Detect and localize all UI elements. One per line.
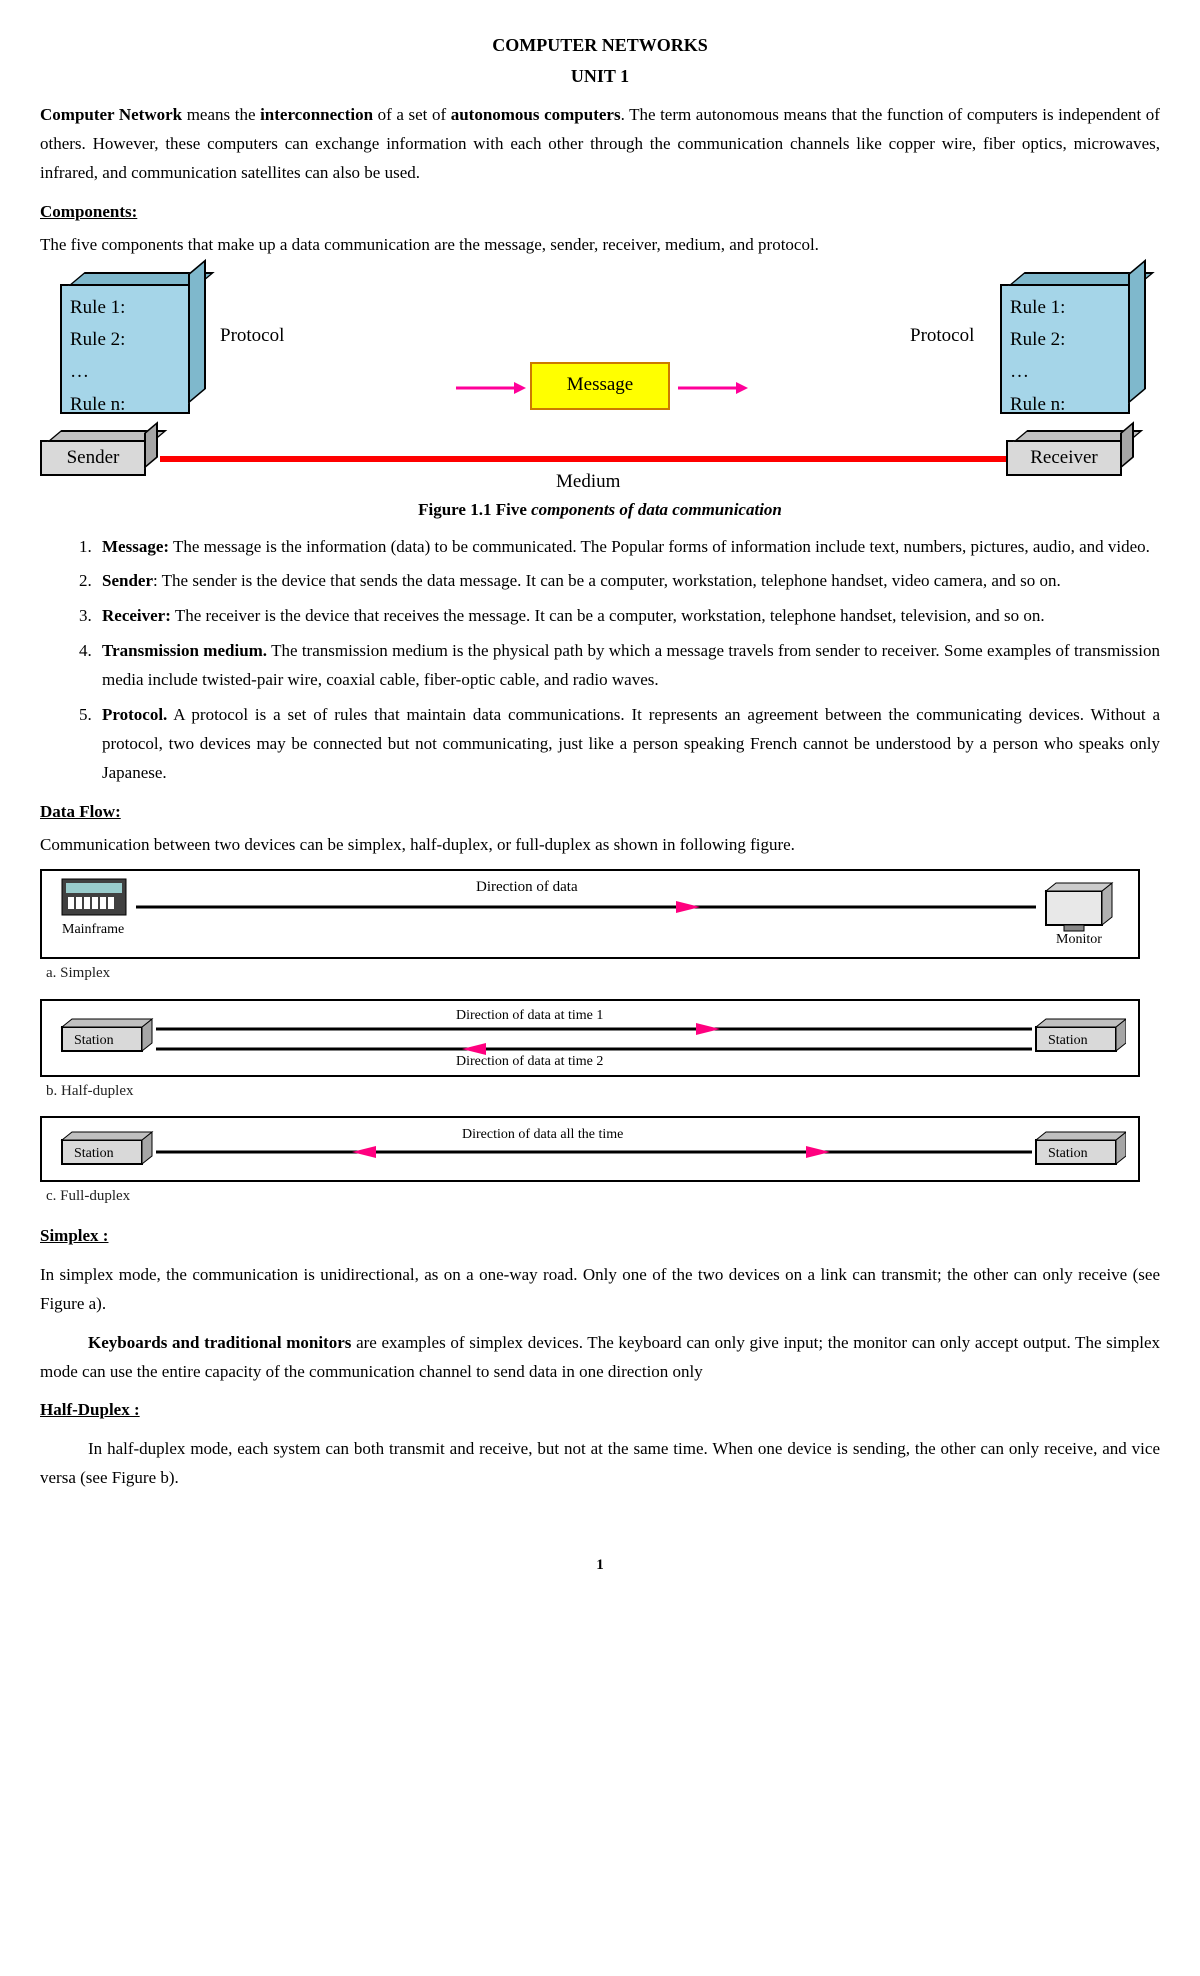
simplex-p2: Keyboards and traditional monitors are e… <box>40 1329 1160 1387</box>
medium-line <box>160 456 1006 462</box>
arrow-left-icon <box>456 378 526 398</box>
list-item: Transmission medium. The transmission me… <box>96 637 1160 695</box>
svg-text:Direction of data all the time: Direction of data all the time <box>462 1127 623 1142</box>
receiver-box: Receiver <box>1006 440 1122 476</box>
simplex-heading: Simplex : <box>40 1222 1160 1251</box>
fullduplex-caption: c. Full-duplex <box>46 1184 1160 1210</box>
title-line1: COMPUTER NETWORKS <box>40 30 1160 61</box>
monitor-label: Monitor <box>1056 932 1102 947</box>
direction-label: Direction of data <box>476 879 578 895</box>
simplex-p1: In simplex mode, the communication is un… <box>40 1261 1160 1319</box>
halfduplex-p1: In half-duplex mode, each system can bot… <box>40 1435 1160 1493</box>
halfduplex-panel: Station Station Direction of data at tim… <box>40 999 1140 1077</box>
halfduplex-caption: b. Half-duplex <box>46 1079 1160 1105</box>
svg-text:Station: Station <box>1048 1033 1088 1048</box>
svg-text:Station: Station <box>74 1033 114 1048</box>
list-item: Receiver: The receiver is the device tha… <box>96 602 1160 631</box>
components-intro: The five components that make up a data … <box>40 231 1160 260</box>
arrow-right-icon <box>678 378 748 398</box>
title-line2: UNIT 1 <box>40 61 1160 92</box>
protocol-rules-left: Rule 1: Rule 2: … Rule n: <box>60 284 190 414</box>
medium-label: Medium <box>556 466 620 498</box>
svg-text:Direction of data at time 2: Direction of data at time 2 <box>456 1054 603 1067</box>
message-box: Message <box>530 362 670 410</box>
svg-text:Station: Station <box>74 1146 114 1161</box>
svg-text:Station: Station <box>1048 1146 1088 1161</box>
simplex-caption: a. Simplex <box>46 961 1160 987</box>
protocol-label-left: Protocol <box>220 320 284 352</box>
sender-box: Sender <box>40 440 146 476</box>
mainframe-label: Mainframe <box>62 922 124 937</box>
dataflow-heading: Data Flow: <box>40 798 1160 827</box>
components-heading: Components: <box>40 198 1160 227</box>
page-number: 1 <box>40 1553 1160 1579</box>
protocol-label-right: Protocol <box>910 320 974 352</box>
figure-components-diagram: Rule 1: Rule 2: … Rule n: Protocol Rule … <box>40 270 1152 490</box>
fullduplex-panel: Station Station Direction of data all th… <box>40 1116 1140 1182</box>
figure-dataflow-diagram: Mainframe Direction of data Monitor a. S… <box>40 869 1160 1210</box>
dataflow-intro: Communication between two devices can be… <box>40 831 1160 860</box>
list-item: Protocol. A protocol is a set of rules t… <box>96 701 1160 788</box>
document-title: COMPUTER NETWORKS UNIT 1 <box>40 30 1160 91</box>
intro-paragraph: Computer Network means the interconnecti… <box>40 101 1160 188</box>
svg-text:Direction of data at time 1: Direction of data at time 1 <box>456 1009 603 1023</box>
halfduplex-heading: Half-Duplex : <box>40 1396 1160 1425</box>
list-item: Message: The message is the information … <box>96 533 1160 562</box>
simplex-panel: Mainframe Direction of data Monitor <box>40 869 1140 959</box>
protocol-rules-right: Rule 1: Rule 2: … Rule n: <box>1000 284 1130 414</box>
list-item: Sender: The sender is the device that se… <box>96 567 1160 596</box>
components-list: Message: The message is the information … <box>96 533 1160 788</box>
figure1-caption: Figure 1.1 Five components of data commu… <box>40 496 1160 525</box>
